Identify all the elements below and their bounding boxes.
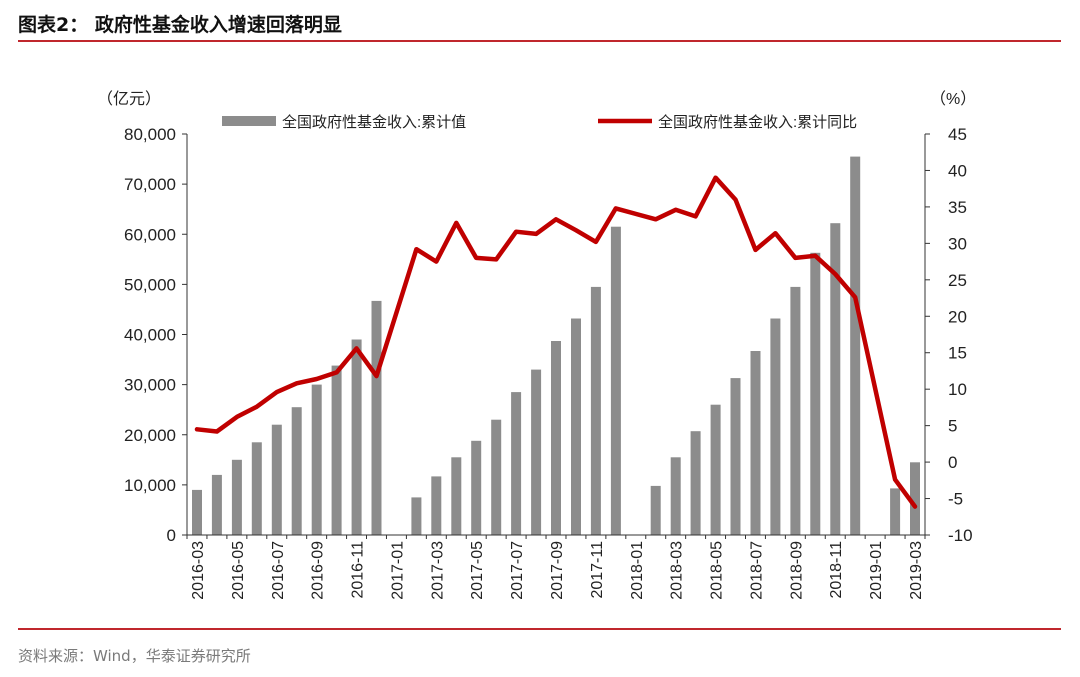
x-tick-label: 2017-07 <box>509 541 526 600</box>
bar-2016-06 <box>251 442 262 535</box>
x-tick-label: 2018-11 <box>828 541 845 599</box>
bar-2017-08 <box>531 369 542 535</box>
left-tick-label: 70,000 <box>124 175 176 194</box>
left-tick-label: 10,000 <box>124 476 176 495</box>
bar-2017-07 <box>511 392 522 535</box>
bar-2018-10 <box>810 252 821 536</box>
left-tick-label: 40,000 <box>124 326 176 345</box>
bar-2018-05 <box>710 404 721 535</box>
bar-2017-05 <box>471 440 482 535</box>
x-tick-label: 2017-01 <box>389 541 406 600</box>
bar-2017-04 <box>451 457 462 535</box>
x-tick-label: 2017-11 <box>589 541 606 599</box>
right-tick-label: 40 <box>948 161 967 180</box>
bar-2016-04 <box>211 474 222 535</box>
right-tick-label: 35 <box>948 198 967 217</box>
right-tick-label: 20 <box>948 307 967 326</box>
bar-2017-09 <box>551 341 561 535</box>
right-tick-label: 25 <box>948 271 967 290</box>
source-note: 资料来源：Wind，华泰证券研究所 <box>18 647 251 665</box>
bar-2019-03 <box>910 462 920 535</box>
right-tick-label: -5 <box>948 490 963 509</box>
left-axis-unit: （亿元） <box>97 90 161 108</box>
bar-2018-12 <box>850 156 861 535</box>
bar-2017-02 <box>411 497 422 535</box>
bar-2016-10 <box>331 365 342 535</box>
x-tick-label: 2016-03 <box>190 541 207 600</box>
bar-2018-07 <box>750 351 761 535</box>
x-tick-label: 2018-05 <box>709 541 726 600</box>
left-tick-label: 0 <box>167 526 176 545</box>
legend-bar-swatch <box>222 116 276 126</box>
right-tick-label: 0 <box>948 453 957 472</box>
right-tick-label: 15 <box>948 344 967 363</box>
bar-2017-10 <box>571 318 581 535</box>
bar-2017-06 <box>491 419 502 535</box>
x-tick-label: 2018-03 <box>669 541 686 600</box>
bar-2018-03 <box>670 457 681 535</box>
x-tick-label: 2019-03 <box>908 541 925 600</box>
left-tick-label: 60,000 <box>124 225 176 244</box>
legend-bar-label: 全国政府性基金收入:累计值 <box>282 113 466 131</box>
x-tick-label: 2016-09 <box>310 541 327 600</box>
bar-2018-09 <box>790 286 801 535</box>
chart-title: 图表2： 政府性基金收入增速回落明显 <box>18 14 342 36</box>
left-tick-label: 50,000 <box>124 275 176 294</box>
bar-2016-11 <box>351 339 362 535</box>
bar-2016-03 <box>192 489 202 535</box>
x-tick-label: 2016-07 <box>270 541 287 600</box>
bar-2018-08 <box>770 318 781 535</box>
x-tick-label: 2018-09 <box>788 541 805 600</box>
bar-2018-02 <box>650 485 661 535</box>
right-tick-label: 45 <box>948 125 967 144</box>
left-tick-label: 20,000 <box>124 426 176 445</box>
line-series <box>194 175 918 509</box>
bar-2016-08 <box>291 407 302 535</box>
chart-axes: 0 10,000 20,000 30,000 40,000 50,000 60,000 70,… <box>97 90 976 600</box>
line-yoy-growth <box>194 175 918 509</box>
chart-legend: 全国政府性基金收入:累计值 全国政府性基金收入:累计同比 <box>222 113 857 131</box>
bar-series <box>192 156 920 536</box>
legend-line-label: 全国政府性基金收入:累计同比 <box>658 113 857 131</box>
left-tick-label: 30,000 <box>124 376 176 395</box>
left-tick-label: 80,000 <box>124 125 176 144</box>
footer-divider <box>18 628 1061 630</box>
bar-2016-09 <box>311 384 322 535</box>
right-tick-label: 10 <box>948 380 967 399</box>
x-tick-label: 2017-05 <box>469 541 486 600</box>
bar-2017-11 <box>590 286 601 535</box>
right-tick-label: 5 <box>948 417 957 436</box>
x-tick-label: 2017-03 <box>429 541 446 600</box>
right-tick-label: -10 <box>948 526 973 545</box>
bar-2018-11 <box>830 223 841 535</box>
bar-2018-06 <box>730 378 741 535</box>
bar-2019-02 <box>890 488 901 535</box>
x-tick-label: 2016-11 <box>350 541 367 599</box>
x-tick-label: 2019-01 <box>868 541 885 600</box>
bar-2017-12 <box>610 226 621 535</box>
bar-2018-04 <box>690 431 701 535</box>
bar-2016-07 <box>271 424 282 535</box>
title-divider <box>18 40 1061 42</box>
x-tick-label: 2017-09 <box>549 541 566 600</box>
x-tick-label: 2018-07 <box>748 541 765 600</box>
right-tick-label: 30 <box>948 234 967 253</box>
bar-2016-05 <box>231 459 242 535</box>
bar-2016-12 <box>371 300 382 535</box>
bar-2017-03 <box>431 476 442 535</box>
x-tick-label: 2016-05 <box>230 541 247 600</box>
x-tick-label: 2018-01 <box>629 541 646 600</box>
right-axis-unit: （%） <box>930 90 976 108</box>
